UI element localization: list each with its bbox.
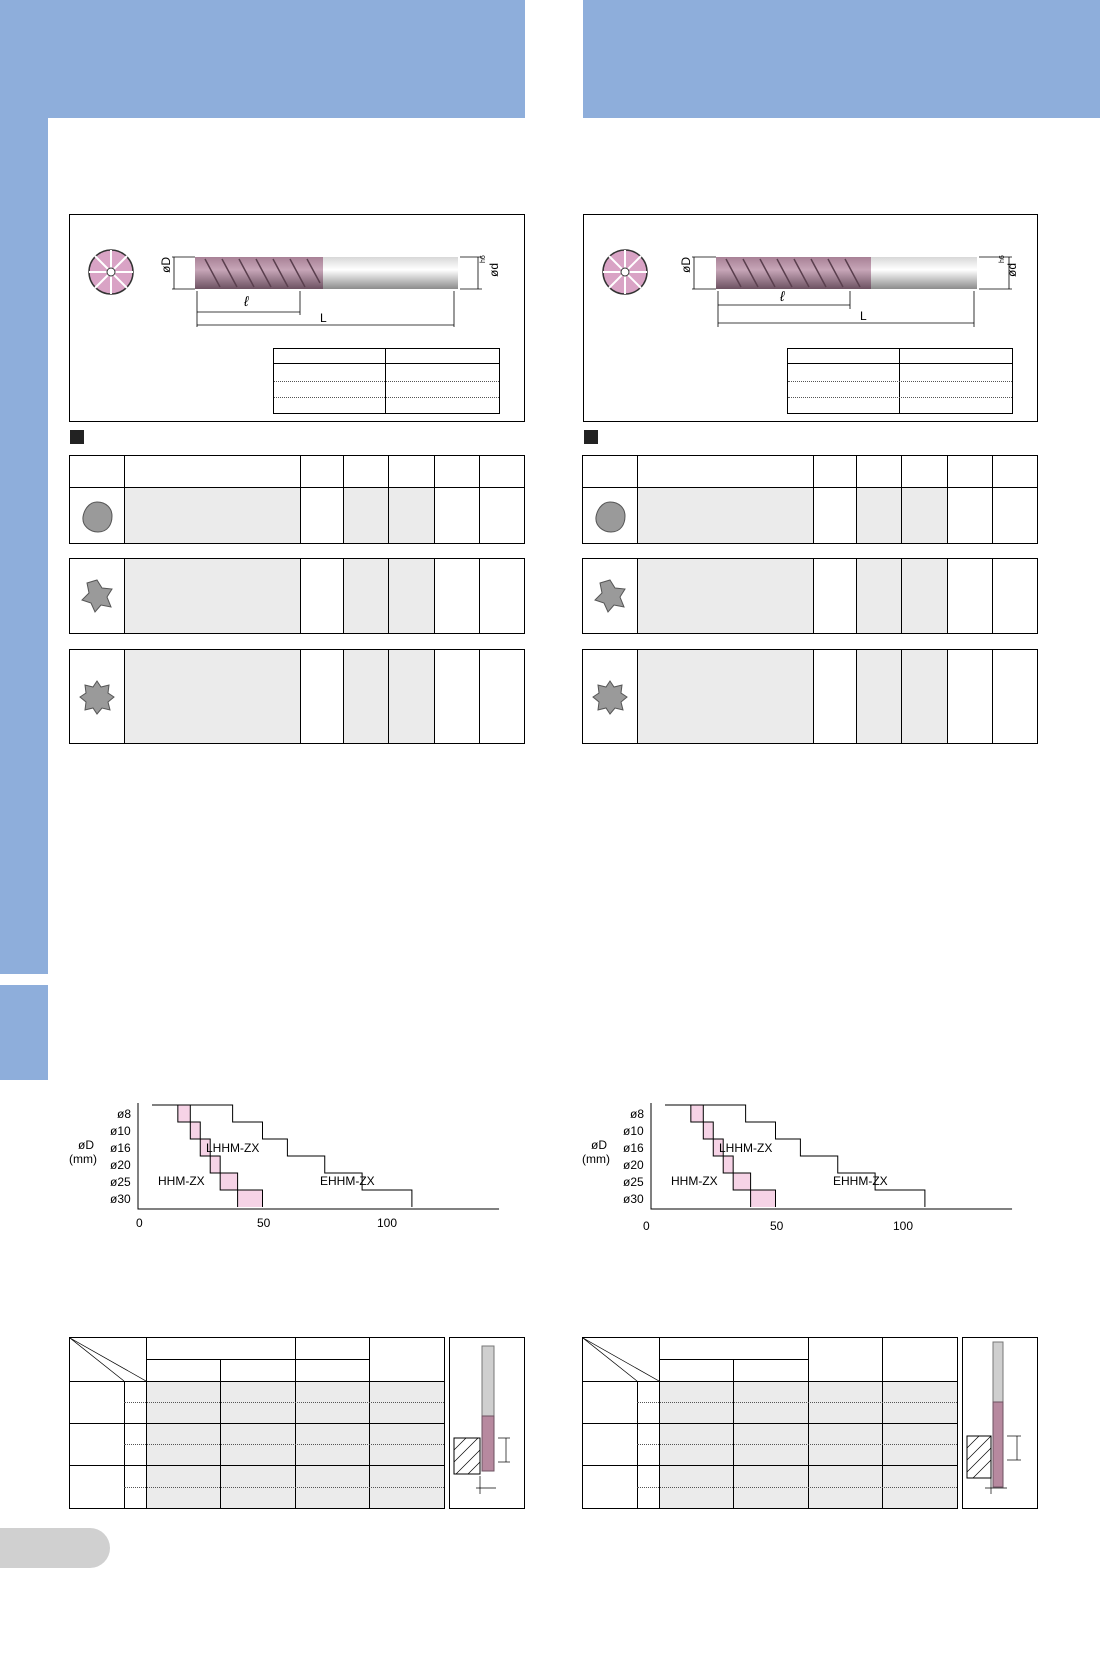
y-tick-8: ø8: [117, 1107, 132, 1121]
y-axis-unit: (mm): [582, 1152, 610, 1166]
chart-axes: [650, 1103, 1013, 1210]
y-tick-30: ø30: [110, 1192, 131, 1206]
y-axis-label: øD: [591, 1138, 607, 1152]
series-label-ehhm-zx: EHHM-ZX: [320, 1174, 375, 1188]
x-tick-50: 50: [257, 1216, 271, 1230]
y-axis-label: øD: [78, 1138, 94, 1152]
shape-table-header: [582, 455, 1038, 488]
y-tick-25: ø25: [110, 1175, 131, 1189]
y-tick-25: ø25: [623, 1175, 644, 1189]
y-tick-20: ø20: [110, 1158, 131, 1172]
header-banner-right: [583, 0, 1100, 118]
shape-row-3: [582, 649, 1038, 744]
shape-row-2: [69, 558, 525, 634]
shape-table-header: [69, 455, 525, 488]
series-label-hhm-zx: HHM-ZX: [671, 1174, 718, 1188]
x-tick-100: 100: [893, 1219, 914, 1233]
tool-drawing-box: øD ℓ L ød h6: [583, 214, 1038, 422]
y-tick-10: ø10: [110, 1124, 131, 1138]
side-tab-lower: [0, 985, 48, 1080]
dim-L-label: L: [320, 311, 327, 325]
tool-drawing-box: øD ℓ L ød h6: [69, 214, 525, 422]
length-chart-left: ø8 ø10 ø16 ø20 ø25 ø30 øD (mm) 0 50 100 …: [60, 1095, 520, 1235]
tool-flute: [716, 257, 871, 289]
tolerance-label: h6: [999, 255, 1006, 263]
dim-l-label: ℓ: [779, 288, 785, 304]
length-chart-right: ø8 ø10 ø16 ø20 ø25 ø30 øD (mm) 0 50 100 …: [573, 1095, 1033, 1235]
y-tick-16: ø16: [110, 1141, 131, 1155]
series-line-lhhm-zx: [665, 1104, 776, 1207]
profile-5-flute-icon: [594, 579, 626, 613]
dim-D-label: øD: [159, 257, 173, 273]
series-label-lhhm-zx: LHHM-ZX: [719, 1141, 772, 1155]
profile-6-flute-icon: [79, 680, 115, 715]
x-tick-100: 100: [377, 1216, 398, 1230]
series-label-ehhm-zx: EHHM-ZX: [833, 1174, 888, 1188]
y-tick-16: ø16: [623, 1141, 644, 1155]
profile-6-flute-icon: [592, 680, 628, 715]
tool-shank: [869, 257, 977, 289]
cutting-table: [582, 1337, 958, 1509]
dim-L-label: L: [860, 309, 867, 323]
section-marker: [70, 430, 84, 444]
cutting-table: [69, 1337, 445, 1509]
y-tick-20: ø20: [623, 1158, 644, 1172]
left-column: øD ℓ L ød h6: [60, 214, 525, 1509]
dim-d-label: ød: [1005, 263, 1019, 277]
side-milling-diagram: [453, 1345, 510, 1494]
side-milling-diagram: [966, 1341, 1021, 1494]
shape-row-1: [69, 487, 525, 544]
step-chart: HHM-ZX LHHM-ZX EHHM-ZX: [137, 1103, 500, 1210]
spec-table: [273, 348, 500, 414]
range-band: [690, 1105, 776, 1207]
profile-5-flute-icon: [81, 579, 113, 613]
series-line-hhm-zx: [665, 1104, 752, 1207]
series-line-ehhm-zx: [665, 1104, 926, 1207]
cross-section-icon: [602, 249, 648, 295]
y-tick-30: ø30: [623, 1192, 644, 1206]
series-line-lhhm-zx: [152, 1104, 263, 1207]
tool-drawing: øD ℓ L ød h6: [88, 249, 501, 327]
page-number-tab: [0, 1528, 110, 1568]
y-tick-8: ø8: [630, 1107, 645, 1121]
chart-axes: [137, 1103, 500, 1210]
shape-row-2: [582, 558, 1038, 634]
profile-4-flute-icon: [595, 501, 626, 533]
shape-row-3: [69, 649, 525, 744]
tool-flute: [195, 257, 323, 289]
step-chart: HHM-ZX LHHM-ZX EHHM-ZX: [650, 1103, 1013, 1210]
profile-4-flute-icon: [82, 501, 113, 533]
side-tab-upper: [0, 118, 48, 974]
x-tick-50: 50: [770, 1219, 784, 1233]
tool-shank: [320, 257, 458, 289]
y-tick-10: ø10: [623, 1124, 644, 1138]
spec-table: [787, 348, 1013, 414]
cutting-diagram-box: [962, 1337, 1038, 1509]
cutting-diagram-box: [449, 1337, 525, 1509]
cross-section-icon: [88, 249, 134, 295]
x-tick-0: 0: [643, 1219, 650, 1233]
dim-l-label: ℓ: [243, 293, 249, 309]
tool-drawing: øD ℓ L ød h6: [602, 249, 1019, 327]
y-axis-unit: (mm): [69, 1152, 97, 1166]
series-line-ehhm-zx: [152, 1104, 413, 1207]
series-label-lhhm-zx: LHHM-ZX: [206, 1141, 259, 1155]
x-tick-0: 0: [136, 1216, 143, 1230]
tolerance-label: h6: [480, 255, 487, 263]
series-line-hhm-zx: [152, 1104, 239, 1207]
shape-row-1: [582, 487, 1038, 544]
header-banner-left: [0, 0, 525, 118]
dim-D-label: øD: [679, 257, 693, 273]
section-marker: [584, 430, 598, 444]
series-label-hhm-zx: HHM-ZX: [158, 1174, 205, 1188]
dim-d-label: ød: [487, 263, 501, 277]
